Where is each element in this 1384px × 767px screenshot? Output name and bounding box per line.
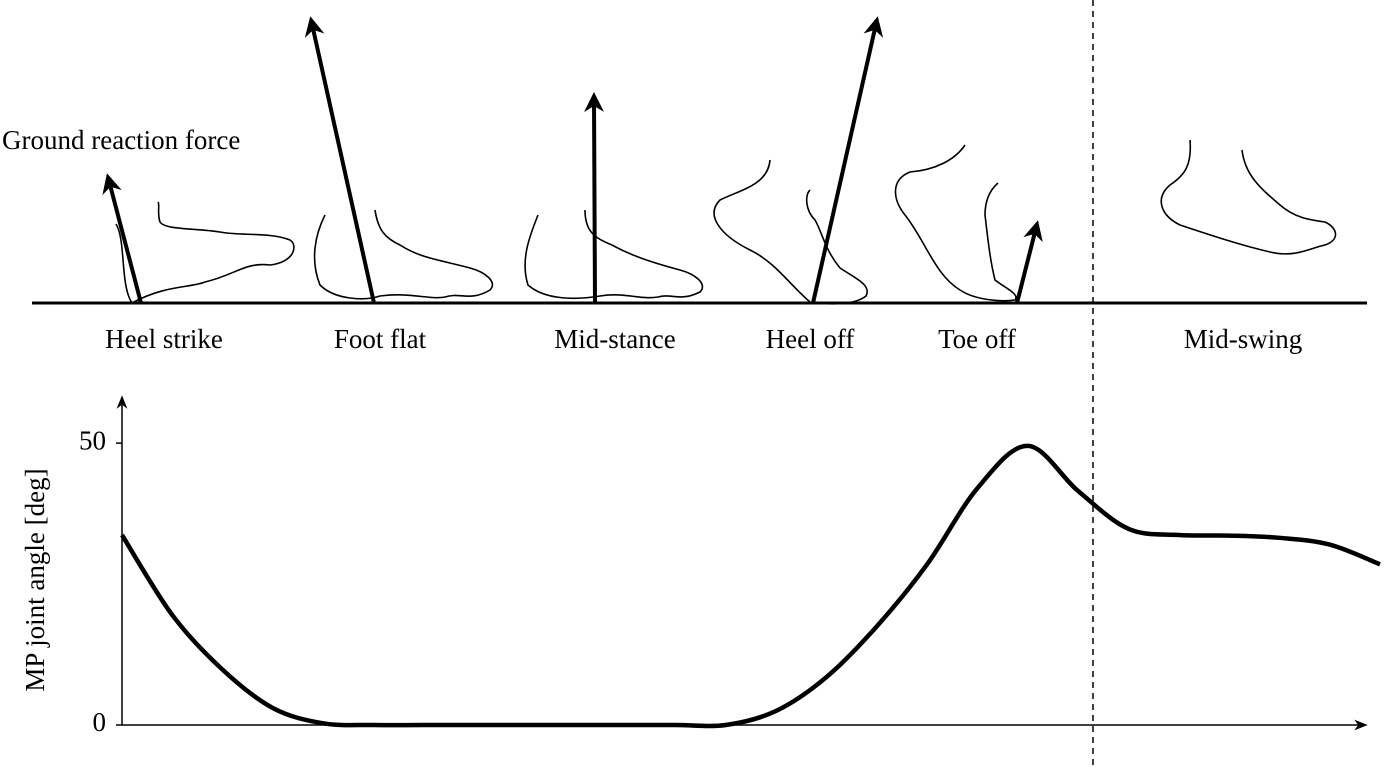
phase-label: Toe off: [938, 324, 1016, 354]
phase-label: Heel strike: [105, 324, 223, 354]
force-arrows: [102, 16, 1043, 304]
phase-label: Foot flat: [334, 324, 427, 354]
y-tick-label: 0: [93, 707, 107, 737]
angle-curve: [120, 443, 1381, 729]
phase-label: Mid-swing: [1184, 324, 1303, 354]
y-axis-label: MP joint angle [deg]: [20, 468, 50, 691]
phase-label: Mid-stance: [554, 324, 675, 354]
phase-label: Heel off: [766, 324, 855, 354]
feet: [115, 139, 1337, 305]
force-annotation: Ground reaction force: [2, 125, 240, 155]
phase-labels: Heel strike Foot flat Mid-stance Heel off To…: [105, 324, 1302, 354]
y-tick-label: 50: [79, 425, 106, 455]
